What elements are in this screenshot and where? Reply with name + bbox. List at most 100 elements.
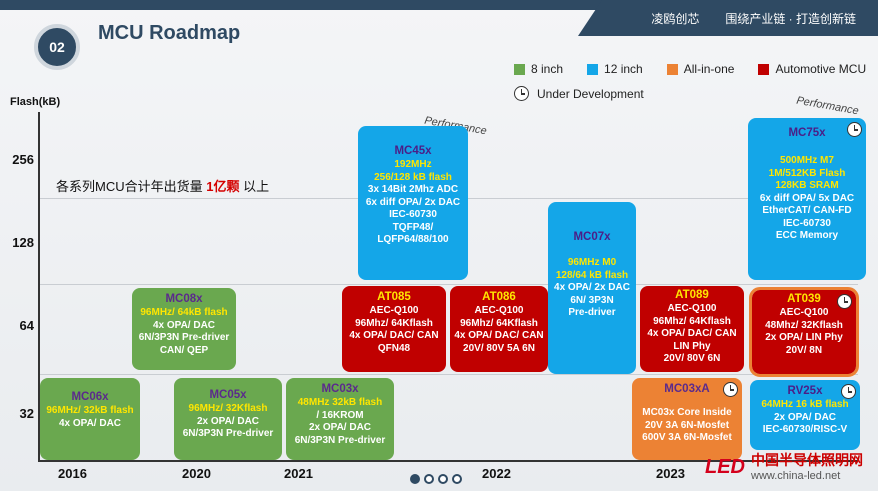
logo-mark: LED bbox=[705, 456, 745, 478]
product-spec: 6x diff OPA/ 5x DAC bbox=[759, 192, 855, 204]
product-spec-hl: 48MHz 32kB flash bbox=[297, 397, 383, 408]
product-spec: 6N/ 3P3N bbox=[570, 294, 614, 306]
note-highlight: 1亿颗 bbox=[206, 179, 240, 194]
brand-name: 凌鸥创芯 bbox=[651, 11, 700, 26]
product-spec: 4x OPA/ DAC/ CAN bbox=[454, 330, 544, 341]
x-tick: 2022 bbox=[482, 466, 511, 481]
product-spec: AEC-Q100 bbox=[667, 303, 717, 314]
note-text: 各系列MCU合计年出货量 bbox=[56, 179, 203, 194]
shipment-note: 各系列MCU合计年出货量 1亿颗 以上 bbox=[56, 176, 269, 195]
product-spec: LIN Phy bbox=[673, 340, 711, 352]
product-name: MC07x bbox=[573, 231, 611, 243]
legend: 8 inch 12 inch All-in-one Automotive MCU bbox=[514, 62, 866, 76]
product-name: MC03x bbox=[321, 383, 359, 395]
logo-text: 中国半导体照明网 bbox=[751, 452, 863, 468]
product-at085: AT085 AEC-Q100 96Mhz/ 64Kflash 4x OPA/ D… bbox=[342, 286, 446, 372]
product-spec: MC03x Core Inside bbox=[642, 407, 732, 418]
product-spec: 2x OPA/ DAC bbox=[308, 422, 372, 433]
product-spec: 4x OPA/ DAC/ CAN bbox=[349, 330, 439, 341]
page-dot[interactable] bbox=[452, 474, 462, 484]
page-title: MCU Roadmap bbox=[98, 22, 241, 44]
product-spec: 20V/ 8N bbox=[785, 344, 823, 356]
product-at086: AT086 AEC-Q100 96Mhz/ 64Kflash 4x OPA/ D… bbox=[450, 286, 548, 372]
legend-label: 8 inch bbox=[531, 62, 564, 76]
product-mc07x: MC07x 96MHz M0 128/64 kB flash 4x OPA/ 2… bbox=[548, 202, 636, 374]
x-tick: 2016 bbox=[58, 466, 87, 481]
product-at089: AT089 AEC-Q100 96Mhz/ 64Kflash 4x OPA/ D… bbox=[640, 286, 744, 372]
product-spec: 20V 3A 6N-Mosfet bbox=[644, 419, 730, 431]
y-tick: 32 bbox=[19, 406, 34, 421]
page-indicator bbox=[410, 474, 462, 484]
watermark-logo: LED 中国半导体照明网 www.china-led.net bbox=[705, 448, 875, 488]
x-tick: 2021 bbox=[284, 466, 313, 481]
legend-dev: Under Development bbox=[514, 86, 644, 101]
product-spec: 4x OPA/ DAC/ CAN bbox=[647, 328, 737, 339]
product-mc45x: MC45x 192MHz 256/128 kB flash 3x 14Bit 2… bbox=[358, 126, 468, 280]
legend-swatch-12inch bbox=[587, 63, 599, 75]
legend-label: 12 inch bbox=[604, 62, 643, 76]
product-spec-hl: 128KB SRAM bbox=[775, 180, 839, 191]
legend-label: Automotive MCU bbox=[775, 62, 867, 76]
product-spec-hl: 96MHz/ 64kB flash bbox=[140, 307, 228, 318]
product-name: MC45x bbox=[394, 145, 432, 157]
product-rv25x: RV25x 64MHz 16 kB flash 2x OPA/ DAC IEC-… bbox=[750, 380, 860, 450]
product-name: AT086 bbox=[482, 291, 516, 303]
product-name: MC05x bbox=[209, 389, 247, 401]
product-spec: 6N/3P3N Pre-driver bbox=[294, 434, 386, 446]
product-spec: 48Mhz/ 32Kflash bbox=[765, 319, 843, 331]
product-spec-hl: 1M/512KB Flash bbox=[768, 167, 846, 179]
page-dot[interactable] bbox=[410, 474, 420, 484]
product-name: MC03xA bbox=[664, 383, 710, 395]
product-spec: 96Mhz/ 64Kflash bbox=[460, 317, 538, 329]
clock-icon bbox=[514, 86, 529, 101]
product-spec: AEC-Q100 bbox=[369, 305, 419, 316]
product-spec: Pre-driver bbox=[568, 307, 616, 318]
page-dot[interactable] bbox=[424, 474, 434, 484]
product-spec-hl: 256/128 kB flash bbox=[374, 171, 452, 183]
header-banner: 凌鸥创芯 围绕产业链 · 打造创新链 bbox=[578, 0, 878, 36]
product-spec: 4x OPA/ DAC bbox=[152, 319, 216, 331]
product-name: AT085 bbox=[377, 291, 411, 303]
product-name: MC08x bbox=[165, 293, 203, 305]
page-dot[interactable] bbox=[438, 474, 448, 484]
x-axis bbox=[38, 460, 858, 462]
legend-dev-label: Under Development bbox=[537, 86, 644, 101]
clock-icon bbox=[723, 382, 738, 397]
product-spec: AEC-Q100 bbox=[474, 305, 524, 316]
product-spec: EtherCAT/ CAN-FD bbox=[762, 205, 852, 216]
product-spec-hl: 500MHz M7 bbox=[780, 155, 834, 166]
product-name: AT039 bbox=[787, 293, 821, 305]
product-spec: 2x OPA/ DAC bbox=[196, 415, 260, 427]
product-spec: 4x OPA/ 2x DAC bbox=[554, 282, 630, 293]
product-spec: QFN48 bbox=[377, 342, 411, 354]
clock-icon bbox=[847, 122, 862, 137]
product-spec-hl: 96MHz/ 32Kflash bbox=[188, 403, 268, 414]
grid-line bbox=[40, 284, 858, 285]
product-spec: 2x OPA/ DAC bbox=[773, 411, 837, 423]
product-name: MC75x bbox=[788, 127, 826, 139]
product-spec: 6N/3P3N Pre-driver bbox=[138, 332, 230, 343]
product-spec: 6x diff OPA/ 2x DAC bbox=[365, 196, 461, 208]
product-spec: IEC-60730/RISC-V bbox=[762, 424, 848, 435]
product-spec: 96Mhz/ 64Kflash bbox=[653, 315, 731, 327]
product-mc06x: MC06x 96MHz/ 32kB flash 4x OPA/ DAC bbox=[40, 378, 140, 460]
product-spec: IEC-60730 bbox=[783, 217, 831, 229]
product-spec: / 16KROM bbox=[316, 409, 364, 421]
product-mc03x: MC03x 48MHz 32kB flash / 16KROM 2x OPA/ … bbox=[286, 378, 394, 460]
y-axis bbox=[38, 112, 40, 462]
logo-url: www.china-led.net bbox=[751, 470, 841, 482]
slogan: 围绕产业链 · 打造创新链 bbox=[725, 11, 856, 26]
legend-swatch-automotive bbox=[758, 63, 770, 75]
product-spec: 4x OPA/ DAC bbox=[58, 417, 122, 429]
product-spec-hl: 128/64 kB flash bbox=[555, 269, 629, 281]
legend-swatch-allinone bbox=[666, 63, 678, 75]
product-spec: CAN/ QEP bbox=[159, 344, 209, 356]
legend-label: All-in-one bbox=[683, 62, 735, 76]
legend-swatch-8inch bbox=[514, 63, 525, 75]
product-spec: 600V 3A 6N-Mosfet bbox=[642, 432, 732, 443]
x-tick: 2023 bbox=[656, 466, 685, 481]
product-spec: 6N/3P3N Pre-driver bbox=[182, 428, 274, 439]
top-bar bbox=[0, 0, 878, 10]
product-spec: 20V/ 80V 6N bbox=[663, 353, 721, 364]
y-tick: 64 bbox=[19, 318, 34, 333]
